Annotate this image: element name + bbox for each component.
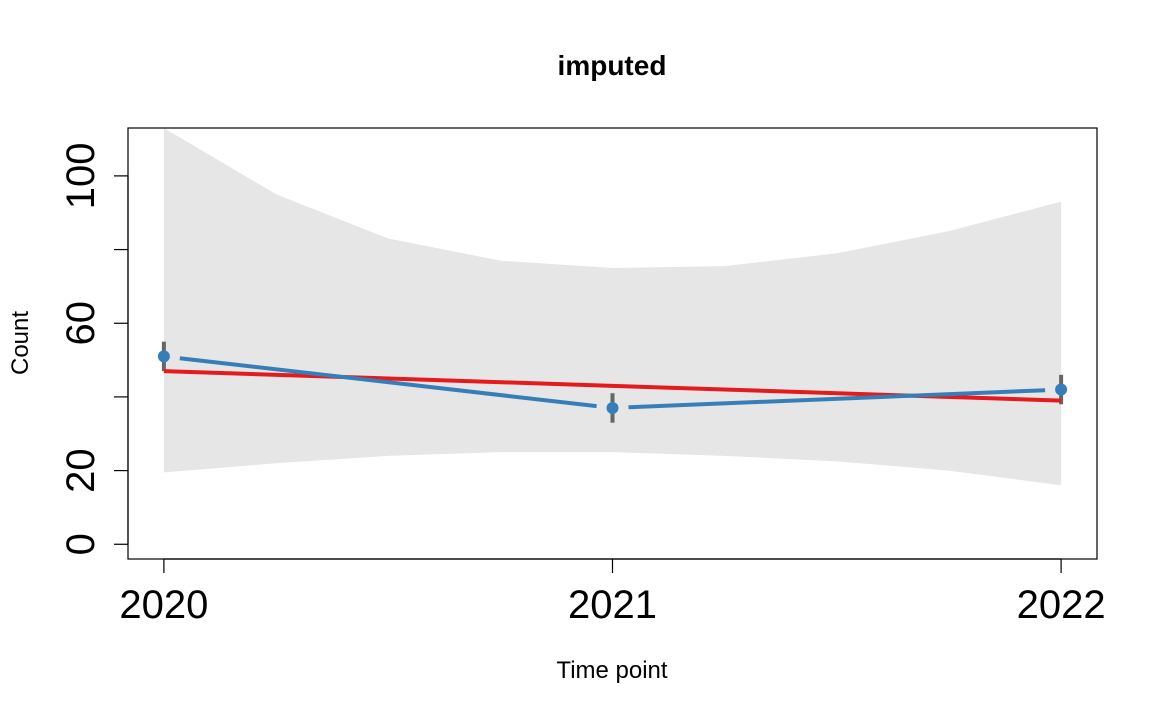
x-axis: 2020 2021 2022 — [119, 558, 1106, 627]
y-tick-label: 100 — [59, 143, 103, 210]
series-segment — [628, 388, 1046, 410]
confidence-ribbon-layer — [163, 128, 1062, 486]
y-tick-label: 0 — [59, 533, 103, 555]
x-axis-label: Time point — [556, 657, 667, 684]
series-segment — [179, 356, 597, 409]
data-point-2022 — [1055, 383, 1068, 396]
confidence-ribbon — [163, 128, 1062, 486]
chart-title: imputed — [558, 50, 667, 81]
x-tick-label: 2020 — [119, 583, 208, 627]
y-tick-label: 60 — [59, 301, 103, 346]
point-layer — [157, 350, 1068, 414]
x-tick-label: 2022 — [1017, 583, 1106, 627]
x-tick-label: 2021 — [568, 583, 657, 627]
y-tick-label: 20 — [59, 448, 103, 493]
data-point-2021 — [606, 401, 619, 414]
series-layer — [163, 356, 1062, 410]
y-axis: 0 20 60 100 — [59, 143, 129, 555]
y-axis-label: Count — [7, 311, 34, 375]
data-point-2020 — [157, 350, 170, 363]
